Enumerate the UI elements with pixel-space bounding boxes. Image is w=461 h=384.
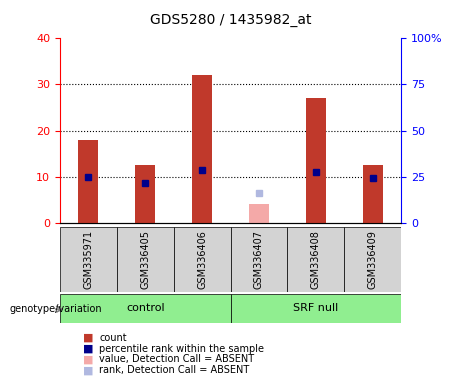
Text: count: count xyxy=(99,333,127,343)
Text: rank, Detection Call = ABSENT: rank, Detection Call = ABSENT xyxy=(99,365,249,375)
Text: genotype/variation: genotype/variation xyxy=(9,304,102,314)
FancyBboxPatch shape xyxy=(60,294,230,323)
FancyBboxPatch shape xyxy=(287,227,344,292)
Text: percentile rank within the sample: percentile rank within the sample xyxy=(99,344,264,354)
Text: ■: ■ xyxy=(83,354,94,364)
Text: GSM336409: GSM336409 xyxy=(367,230,378,289)
Text: ■: ■ xyxy=(83,333,94,343)
Text: value, Detection Call = ABSENT: value, Detection Call = ABSENT xyxy=(99,354,254,364)
Bar xyxy=(249,204,269,223)
Bar xyxy=(192,75,212,223)
Text: ■: ■ xyxy=(83,365,94,375)
Text: control: control xyxy=(126,303,165,313)
FancyBboxPatch shape xyxy=(230,294,401,323)
Bar xyxy=(306,98,326,223)
Text: GSM336406: GSM336406 xyxy=(197,230,207,289)
Text: ■: ■ xyxy=(83,344,94,354)
FancyBboxPatch shape xyxy=(230,227,287,292)
Bar xyxy=(363,165,383,223)
FancyBboxPatch shape xyxy=(60,227,117,292)
Text: GSM336407: GSM336407 xyxy=(254,230,264,289)
Text: GSM336408: GSM336408 xyxy=(311,230,321,289)
Text: GSM335971: GSM335971 xyxy=(83,230,94,289)
Text: GDS5280 / 1435982_at: GDS5280 / 1435982_at xyxy=(150,13,311,27)
FancyBboxPatch shape xyxy=(344,227,401,292)
Text: SRF null: SRF null xyxy=(293,303,338,313)
Bar xyxy=(135,165,155,223)
Text: GSM336405: GSM336405 xyxy=(140,230,150,289)
FancyBboxPatch shape xyxy=(174,227,230,292)
FancyBboxPatch shape xyxy=(117,227,174,292)
Bar xyxy=(78,140,98,223)
